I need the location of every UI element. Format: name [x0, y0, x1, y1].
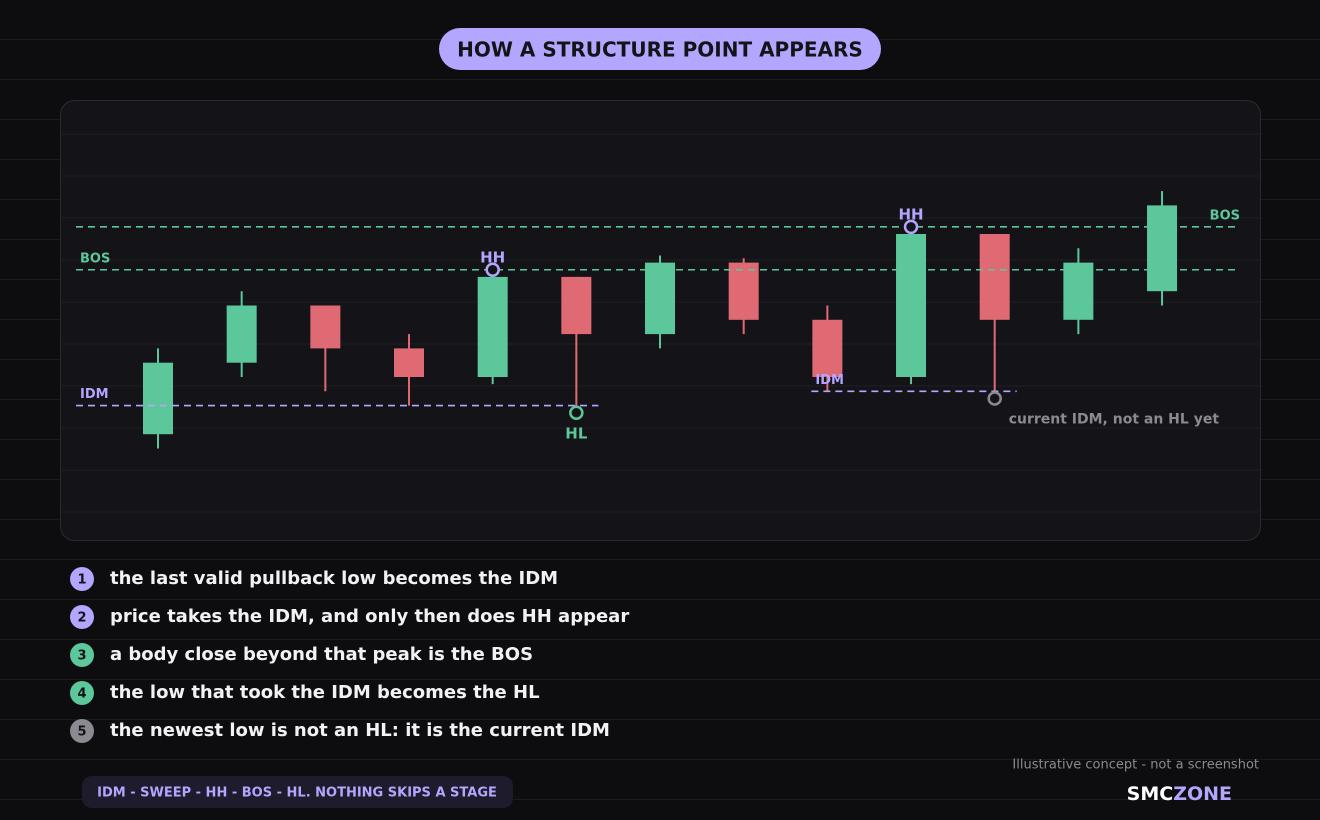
chart-title: HOW A STRUCTURE POINT APPEARS — [457, 38, 863, 62]
disclaimer: Illustrative concept - not a screenshot — [1012, 758, 1259, 773]
brand-a: SMC — [1127, 783, 1174, 805]
step-number: 5 — [77, 725, 86, 740]
step-badge — [70, 605, 94, 629]
step-number: 4 — [77, 687, 86, 702]
candle-body — [896, 234, 927, 377]
level-label: IDM — [815, 373, 844, 388]
candle-body — [561, 276, 592, 335]
step-text: a body close beyond that peak is the BOS — [110, 644, 533, 665]
step-number: 3 — [77, 649, 86, 664]
step-number: 2 — [77, 611, 86, 626]
candle-body — [1063, 262, 1094, 320]
step-text: the last valid pullback low becomes the … — [110, 568, 558, 589]
candle-body — [1147, 205, 1178, 292]
marker-note: current IDM, not an HL yet — [1009, 411, 1220, 427]
candle-body — [477, 276, 508, 377]
title-pill — [439, 28, 881, 70]
sequence-pill — [82, 776, 513, 808]
brand-b: ZONE — [1173, 783, 1232, 805]
candle-body — [728, 262, 759, 320]
step-text: the low that took the IDM becomes the HL — [110, 682, 540, 703]
candle-body — [310, 305, 341, 349]
sequence: IDM - SWEEP - HH - BOS - HL. NOTHING SKI… — [97, 786, 497, 801]
level-label: BOS — [80, 251, 110, 266]
brand: SMCZONE — [1127, 783, 1232, 805]
candle-body — [645, 262, 676, 335]
candle-body — [812, 319, 843, 377]
step-number: 1 — [77, 573, 86, 588]
marker — [569, 405, 584, 420]
step-badge — [70, 643, 94, 667]
marker — [903, 219, 919, 235]
candle-body — [143, 362, 173, 435]
marker-label: HH — [480, 248, 505, 266]
candle-body — [394, 348, 425, 377]
step-text: price takes the IDM, and only then does … — [110, 606, 629, 627]
marker-label: HL — [565, 424, 588, 442]
step-badge — [70, 681, 94, 705]
candle-body — [226, 305, 257, 363]
marker — [485, 262, 500, 277]
level-label: BOS — [1210, 208, 1240, 223]
step-text: the newest low is not an HL: it is the c… — [110, 720, 610, 741]
marker — [987, 391, 1002, 406]
candle-body — [979, 234, 1010, 320]
marker-label: HH — [898, 205, 923, 223]
step-badge — [70, 567, 94, 591]
step-badge — [70, 719, 94, 743]
level-label: IDM — [80, 387, 109, 402]
